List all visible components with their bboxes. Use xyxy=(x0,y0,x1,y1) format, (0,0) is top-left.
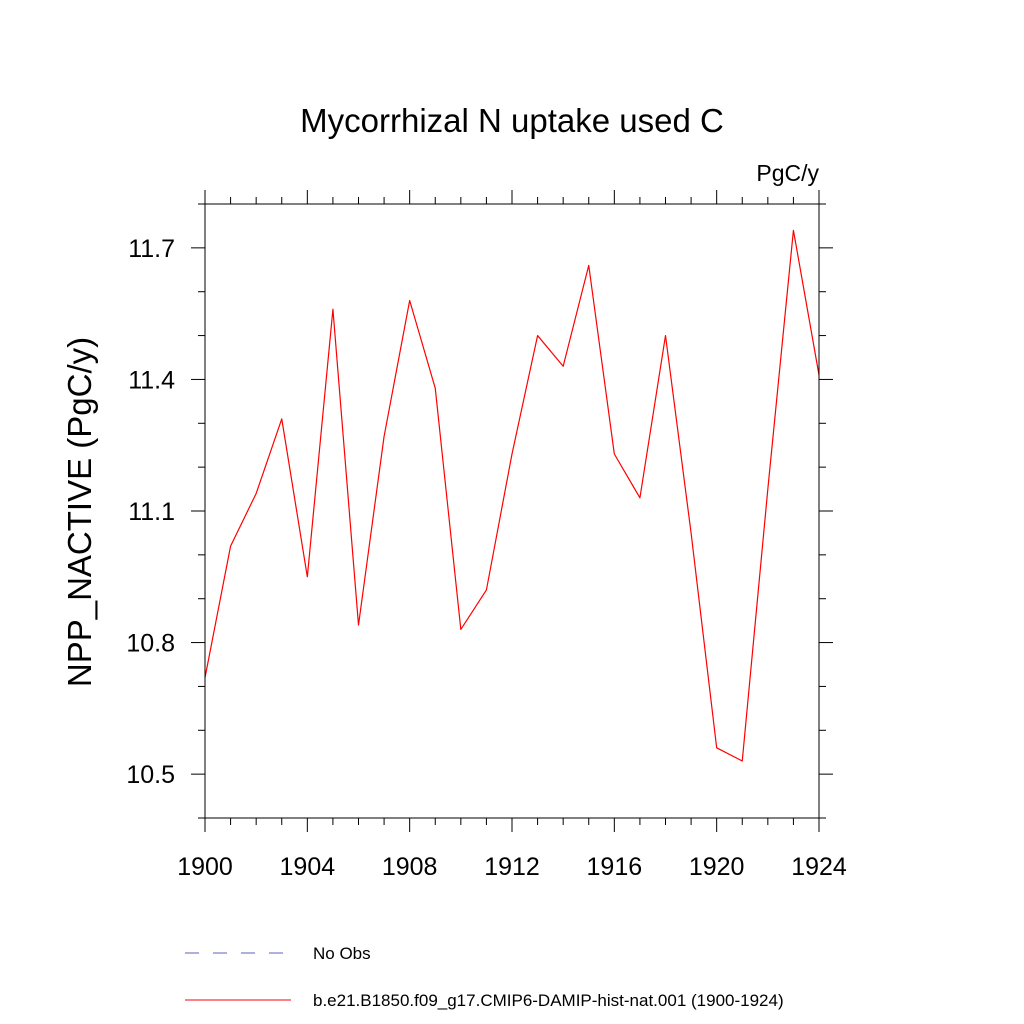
y-tick-label: 10.5 xyxy=(126,761,175,789)
x-tick-label: 1900 xyxy=(177,853,233,881)
y-tick-label: 11.1 xyxy=(128,498,175,526)
legend-label-no-obs: No Obs xyxy=(313,944,371,963)
units-label: PgC/y xyxy=(756,160,819,186)
chart-title: Mycorrhizal N uptake used C xyxy=(300,102,724,139)
x-tick-label: 1904 xyxy=(280,853,336,881)
y-tick-label: 10.8 xyxy=(126,630,175,658)
legend: No Obs b.e21.B1850.f09_g17.CMIP6-DAMIP-h… xyxy=(185,944,784,1010)
x-tick-label: 1908 xyxy=(382,853,438,881)
plot-frame xyxy=(204,203,820,819)
series-layer xyxy=(204,229,820,762)
series-line-0 xyxy=(204,229,820,762)
axis-ticks xyxy=(191,190,833,832)
axis-tick-labels: 1900 1904 1908 1912 1916 1920 1924 10.5 10.8 11.1… xyxy=(126,235,847,881)
y-tick-label: 11.7 xyxy=(128,235,175,263)
legend-label-model: b.e21.B1850.f09_g17.CMIP6-DAMIP-hist-nat… xyxy=(313,991,784,1010)
y-tick-label: 11.4 xyxy=(128,366,175,394)
x-tick-label: 1924 xyxy=(791,853,847,881)
x-tick-label: 1916 xyxy=(587,853,643,881)
x-tick-label: 1912 xyxy=(484,853,540,881)
y-axis-label: NPP_NACTIVE (PgC/y) xyxy=(61,337,98,687)
x-tick-label: 1920 xyxy=(689,853,745,881)
